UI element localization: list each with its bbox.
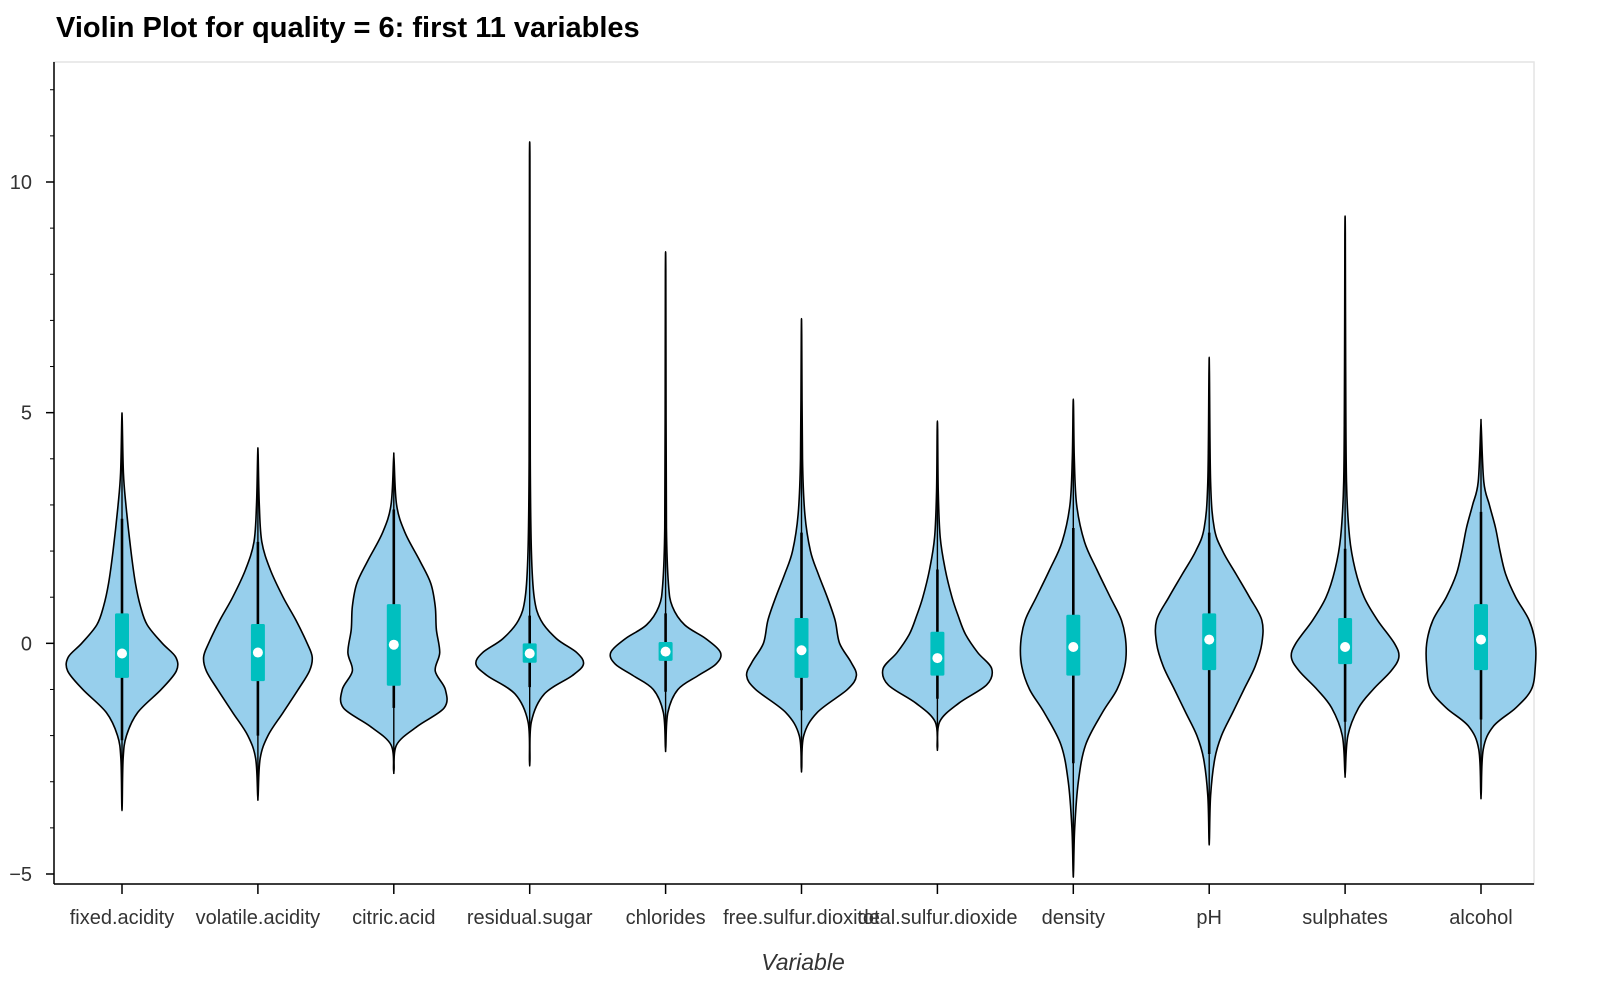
x-tick-label: fixed.acidity <box>70 907 175 929</box>
violin-residual.sugar <box>475 141 585 767</box>
median-point <box>1476 634 1486 645</box>
median-point <box>1204 634 1215 645</box>
violin-total.sulfur.dioxide <box>881 420 994 752</box>
x-tick-label: citric.acid <box>352 907 435 929</box>
violin-sulphates <box>1290 215 1400 778</box>
x-tick-label: density <box>1042 907 1105 929</box>
chart-title: Violin Plot for quality = 6: first 11 va… <box>56 12 640 44</box>
violin-density <box>1019 398 1128 878</box>
x-axis-title: Variable <box>761 949 845 975</box>
x-tick-label: residual.sugar <box>467 907 593 929</box>
median-point <box>252 647 263 658</box>
plot-frame <box>53 61 1535 885</box>
iqr-box <box>115 613 129 678</box>
median-point <box>932 653 943 664</box>
x-tick-label: sulphates <box>1302 907 1388 929</box>
violin-free.sulfur.dioxide <box>745 317 858 773</box>
median-point <box>796 645 807 656</box>
x-tick-label: pH <box>1196 907 1222 929</box>
x-tick-label: chlorides <box>626 907 706 929</box>
violin-volatile.acidity <box>202 447 314 801</box>
median-point <box>524 648 535 659</box>
iqr-box <box>1338 617 1353 665</box>
median-point <box>1068 642 1079 653</box>
violin-chlorides <box>609 250 722 753</box>
x-tick-label: volatile.acidity <box>196 907 321 929</box>
x-tick-label: total.sulfur.dioxide <box>857 907 1017 929</box>
violin-alcohol <box>1425 418 1537 800</box>
median-point <box>660 646 671 657</box>
median-point <box>117 648 127 659</box>
violin-pH <box>1154 356 1264 846</box>
x-axis-ticks: fixed.acidity volatile.acidity citric.acid… <box>70 884 1513 929</box>
violin-fixed.acidity <box>65 412 179 812</box>
y-tick-label: 5 <box>21 403 32 425</box>
median-point <box>388 639 399 650</box>
y-tick-label: −5 <box>9 864 32 886</box>
x-tick-label: free.sulfur.dioxide <box>723 907 880 929</box>
violin-citric.acid <box>339 452 448 775</box>
y-axis-ticks: −5 0 5 10 <box>9 89 54 886</box>
y-tick-label: 10 <box>10 172 32 194</box>
violins-layer <box>65 141 1537 878</box>
x-tick-label: alcohol <box>1449 907 1512 929</box>
y-tick-label: 0 <box>21 633 32 655</box>
median-point <box>1340 642 1351 653</box>
